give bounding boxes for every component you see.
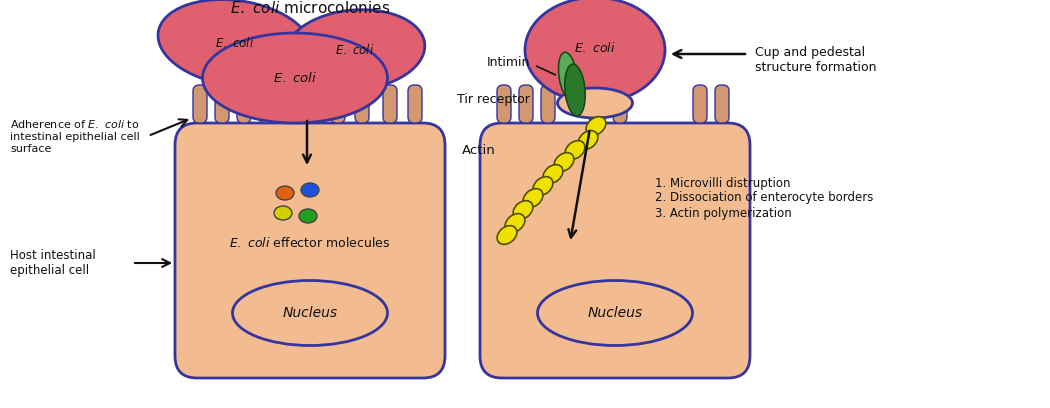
FancyBboxPatch shape [541, 85, 555, 123]
Text: Tir receptor: Tir receptor [457, 93, 530, 106]
Ellipse shape [586, 117, 606, 135]
Ellipse shape [523, 188, 543, 207]
FancyBboxPatch shape [480, 123, 750, 378]
Ellipse shape [565, 141, 585, 160]
Ellipse shape [274, 206, 292, 220]
Ellipse shape [159, 0, 312, 86]
FancyBboxPatch shape [383, 85, 397, 123]
Ellipse shape [286, 10, 425, 90]
Ellipse shape [301, 183, 319, 197]
FancyBboxPatch shape [237, 85, 251, 123]
Ellipse shape [538, 281, 693, 346]
FancyBboxPatch shape [193, 85, 207, 123]
Ellipse shape [533, 177, 553, 195]
Ellipse shape [525, 0, 665, 102]
Ellipse shape [497, 226, 517, 244]
Ellipse shape [505, 214, 525, 233]
Ellipse shape [565, 64, 585, 116]
FancyBboxPatch shape [355, 85, 369, 123]
FancyBboxPatch shape [307, 85, 321, 123]
FancyBboxPatch shape [331, 85, 345, 123]
Text: $\it{E.\ coli}$: $\it{E.\ coli}$ [215, 36, 255, 50]
Text: 1. Microvilli distruption
2. Dissociation of enterocyte borders
3. Actin polymer: 1. Microvilli distruption 2. Dissociatio… [655, 177, 874, 220]
Text: $\it{E.\ coli}$: $\it{E.\ coli}$ [335, 43, 375, 57]
Text: Actin: Actin [462, 144, 496, 157]
FancyBboxPatch shape [519, 85, 533, 123]
Text: $\it{E.\ coli}$ microcolonies: $\it{E.\ coli}$ microcolonies [230, 0, 391, 16]
FancyBboxPatch shape [259, 85, 273, 123]
Text: Host intestinal
epithelial cell: Host intestinal epithelial cell [10, 249, 96, 277]
Ellipse shape [203, 33, 387, 123]
FancyBboxPatch shape [284, 85, 297, 123]
Ellipse shape [554, 153, 574, 171]
Ellipse shape [579, 131, 597, 149]
Ellipse shape [513, 201, 532, 220]
Ellipse shape [276, 186, 294, 200]
Text: Adherence of $\it{E.\ coli}$ to
intestinal epithelial cell
surface: Adherence of $\it{E.\ coli}$ to intestin… [10, 118, 140, 153]
FancyBboxPatch shape [613, 85, 627, 123]
Ellipse shape [559, 52, 578, 100]
FancyBboxPatch shape [715, 85, 729, 123]
Text: $\it{E.\ coli}$ effector molecules: $\it{E.\ coli}$ effector molecules [229, 236, 391, 250]
FancyBboxPatch shape [693, 85, 707, 123]
Text: Cup and pedestal
structure formation: Cup and pedestal structure formation [755, 46, 877, 74]
Ellipse shape [558, 88, 632, 118]
Text: Intimin: Intimin [486, 56, 530, 69]
Ellipse shape [299, 209, 317, 223]
FancyBboxPatch shape [589, 85, 603, 123]
FancyBboxPatch shape [215, 85, 229, 123]
Ellipse shape [543, 165, 563, 183]
FancyBboxPatch shape [175, 123, 445, 378]
Text: $\it{E.\ coli}$: $\it{E.\ coli}$ [273, 71, 317, 85]
Ellipse shape [232, 281, 387, 346]
Text: Nucleus: Nucleus [587, 306, 643, 320]
FancyBboxPatch shape [408, 85, 422, 123]
Text: Nucleus: Nucleus [282, 306, 337, 320]
FancyBboxPatch shape [497, 85, 511, 123]
Text: $\it{E.\ coli}$: $\it{E.\ coli}$ [574, 41, 616, 55]
